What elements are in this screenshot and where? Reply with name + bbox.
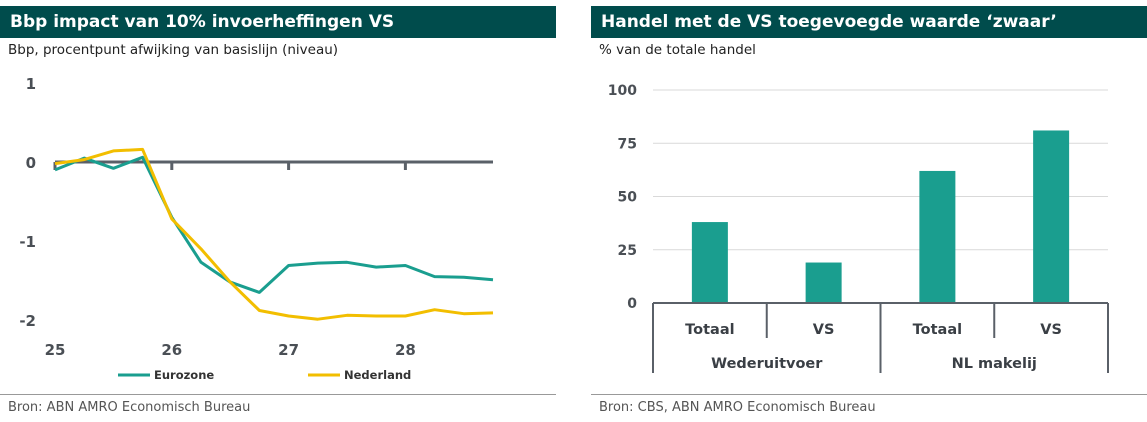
bar	[691, 222, 728, 303]
series-line-eurozone	[54, 155, 494, 294]
right-chart-title: Handel met de VS toegevoegde waarde ‘zwa…	[591, 6, 1147, 38]
group-label: NL makelij	[952, 356, 1037, 372]
right-source: Bron: CBS, ABN AMRO Economisch Bureau	[599, 400, 876, 415]
y-tick-label: 25	[618, 243, 637, 259]
right-divider	[591, 394, 1147, 395]
y-tick-label: -2	[19, 312, 36, 330]
left-chart-panel: Bbp impact van 10% invoerheffingen VS Bb…	[0, 0, 556, 422]
left-chart-title: Bbp impact van 10% invoerheffingen VS	[0, 6, 556, 38]
x-tick-label: 27	[278, 341, 299, 359]
category-label: Totaal	[685, 322, 734, 338]
line-chart: 1 0 -1 -2 25 26 27 28 Eurozone Nederland	[19, 75, 494, 382]
left-chart-subtitle: Bbp, procentpunt afwijking van basislijn…	[8, 42, 339, 58]
legend-label: Eurozone	[154, 368, 214, 382]
y-tick-label: 0	[627, 296, 637, 312]
category-label: Totaal	[913, 322, 962, 338]
x-tick-label: 26	[161, 341, 182, 359]
bar	[805, 262, 842, 303]
legend-label: Nederland	[344, 368, 411, 382]
y-tick-label: -1	[19, 233, 36, 251]
bar	[919, 170, 956, 303]
left-source: Bron: ABN AMRO Economisch Bureau	[8, 400, 251, 415]
x-tick-label: 25	[45, 341, 66, 359]
category-label: VS	[813, 322, 835, 338]
right-chart-subtitle: % van de totale handel	[599, 42, 756, 58]
y-tick-label: 0	[26, 154, 36, 172]
y-tick-label: 50	[618, 190, 638, 206]
group-label: Wederuitvoer	[711, 356, 823, 372]
left-divider	[0, 394, 556, 395]
y-tick-label: 75	[618, 136, 637, 152]
x-tick-label: 28	[395, 341, 416, 359]
y-tick-label: 100	[608, 83, 637, 99]
y-tick-label: 1	[26, 75, 36, 93]
category-label: VS	[1040, 322, 1062, 338]
right-chart-panel: Handel met de VS toegevoegde waarde ‘zwa…	[591, 0, 1147, 422]
series-line-nederland	[54, 147, 494, 321]
bar	[1033, 130, 1070, 303]
bar-chart: 0 25 50 75 100 Totaal VS Totaal VS Wederuitvoer NL…	[608, 83, 1109, 373]
